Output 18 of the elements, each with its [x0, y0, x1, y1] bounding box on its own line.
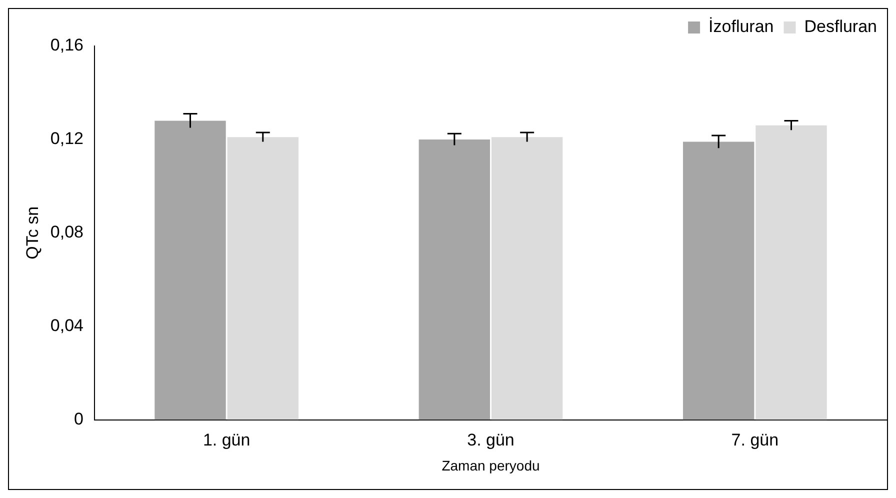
y-axis-title: QTc sn	[22, 206, 42, 260]
legend-label: İzofluran	[708, 17, 774, 36]
bar	[154, 120, 226, 420]
bar	[682, 142, 754, 420]
y-tick-label: 0,16	[50, 36, 84, 55]
x-tick-label: 1. gün	[202, 430, 250, 450]
bar	[756, 125, 827, 420]
x-tick-label: 3. gün	[467, 430, 514, 450]
bar	[418, 139, 490, 420]
y-tick-label: 0,12	[50, 129, 84, 148]
y-tick-label: 0,04	[50, 316, 84, 336]
bar	[227, 137, 298, 420]
legend-label: Desfluran	[804, 17, 878, 36]
x-axis-title: Zaman peryodu	[442, 457, 540, 474]
bar	[491, 137, 563, 420]
y-tick-label: 0	[74, 409, 84, 428]
y-tick-label: 0,08	[50, 222, 84, 242]
x-tick-label: 7. gün	[731, 430, 779, 450]
